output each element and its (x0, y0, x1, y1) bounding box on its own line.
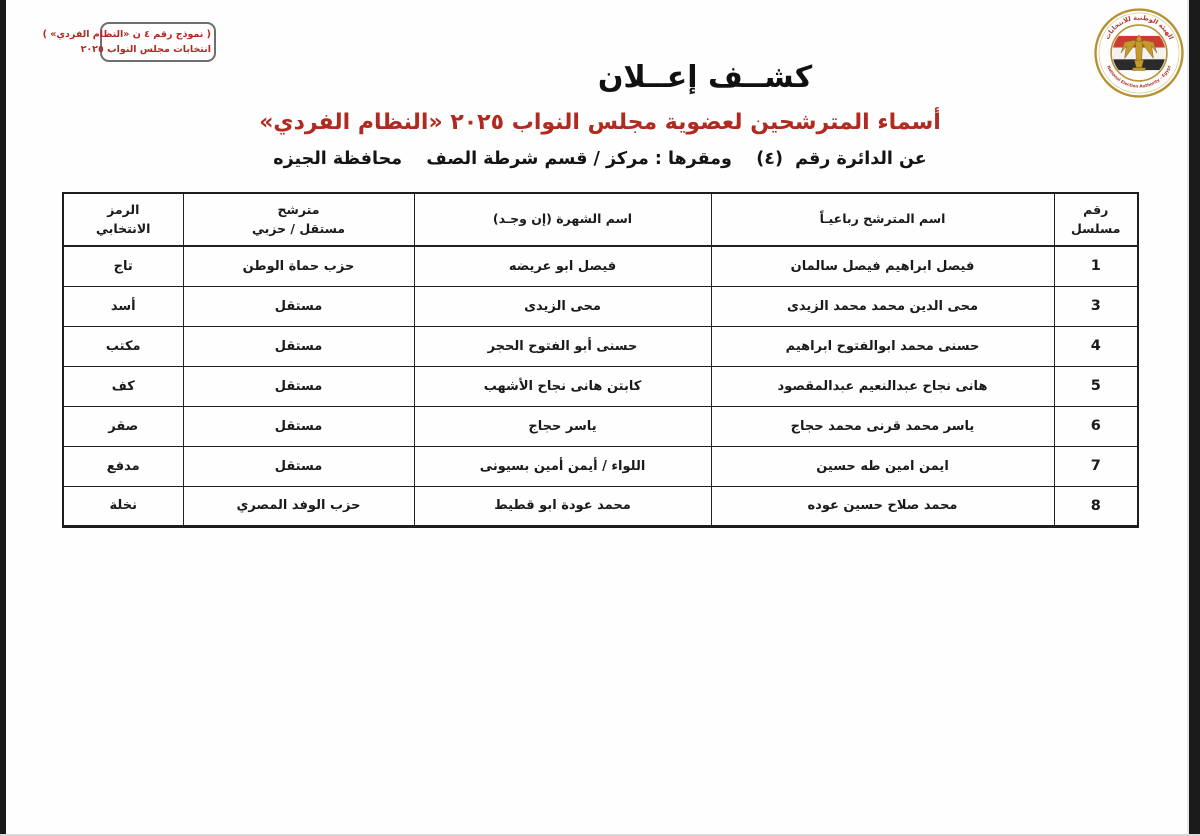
candidate-table-body: 1 فيصل ابراهيم فيصل سالمان فيصل ابو عريض… (62, 245, 1139, 527)
cell-affiliation: مستقل (182, 445, 415, 487)
district-line: عن الدائرة رقم (٤) ومقرها : مركز / قسم ش… (273, 149, 927, 169)
form-number-line1: ( نموذج رقم ٤ ن «النظام الفردي» ) (42, 29, 211, 40)
cell-known-name: حسنى أبو الفتوح الحجر (413, 325, 712, 367)
scan-edge-right (1187, 0, 1200, 836)
cell-candidate-full-name: ياسر محمد قرنى محمد حجاج (710, 405, 1055, 447)
header-electoral-symbol: الرمز الانتخابي (62, 192, 184, 247)
cell-serial-number: 3 (1053, 285, 1139, 327)
table-row: 5 هانى نجاح عبدالنعيم عبدالمقصود كابتن ه… (62, 365, 1139, 407)
cell-candidate-full-name: محمد صلاح حسين عوده (710, 485, 1055, 527)
page-title: كشــف إعــلان (597, 60, 813, 95)
table-header-row: رقم مسلسل اسم المترشح رباعيـاً اسم الشهر… (62, 192, 1139, 247)
cell-candidate-full-name: ايمن امين طه حسين (710, 445, 1055, 487)
cell-affiliation: مستقل (182, 285, 415, 327)
scan-edge-left (0, 0, 6, 836)
header-affiliation: مترشح مستقل / حزبي (182, 192, 415, 247)
table-row: 4 حسنى محمد ابوالفتوح ابراهيم حسنى أبو ا… (62, 325, 1139, 367)
cell-serial-number: 4 (1053, 325, 1139, 367)
cell-known-name: ياسر حجاج (413, 405, 712, 447)
table-row: 8 محمد صلاح حسين عوده محمد عودة ابو قطيط… (62, 485, 1139, 527)
cell-known-name: محى الزيدى (413, 285, 712, 327)
cell-affiliation: مستقل (182, 325, 415, 367)
seal-eagle-icon (1120, 34, 1158, 71)
cell-candidate-full-name: محى الدين محمد محمد الزيدى (710, 285, 1055, 327)
cell-electoral-symbol: أسد (62, 285, 184, 327)
table-row: 7 ايمن امين طه حسين اللواء / أيمن أمين ب… (62, 445, 1139, 487)
table-row: 1 فيصل ابراهيم فيصل سالمان فيصل ابو عريض… (62, 245, 1139, 287)
form-number-line2: انتخابات مجلس النواب ٢٠٢٥ (80, 43, 211, 55)
form-number-box: ( نموذج رقم ٤ ن «النظام الفردي» ) انتخاب… (42, 22, 216, 63)
page-subtitle: أسماء المترشحين لعضوية مجلس النواب ٢٠٢٥ … (259, 110, 941, 135)
table-row: 3 محى الدين محمد محمد الزيدى محى الزيدى … (62, 285, 1139, 327)
cell-electoral-symbol: صقر (62, 405, 184, 447)
cell-serial-number: 8 (1053, 485, 1139, 527)
cell-electoral-symbol: كف (62, 365, 184, 407)
cell-known-name: اللواء / أيمن أمين بسيونى (413, 445, 712, 487)
seal-flag-emblem (1112, 34, 1166, 71)
cell-serial-number: 6 (1053, 405, 1139, 447)
cell-serial-number: 1 (1053, 245, 1139, 287)
cell-known-name: كابتن هانى نجاح الأشهب (413, 365, 712, 407)
election-authority-seal-icon: الهيئة الوطنية للانتخابات National Elect… (1094, 8, 1184, 98)
cell-electoral-symbol: نخلة (62, 485, 184, 527)
scan-edge-bottom (0, 834, 1200, 836)
cell-electoral-symbol: مكتب (62, 325, 184, 367)
cell-electoral-symbol: تاج (62, 245, 184, 287)
cell-serial-number: 7 (1053, 445, 1139, 487)
cell-affiliation: حزب الوفد المصري (182, 485, 415, 527)
table-row: 6 ياسر محمد قرنى محمد حجاج ياسر حجاج مست… (62, 405, 1139, 447)
cell-candidate-full-name: حسنى محمد ابوالفتوح ابراهيم (710, 325, 1055, 367)
cell-candidate-full-name: هانى نجاح عبدالنعيم عبدالمقصود (710, 365, 1055, 407)
cell-electoral-symbol: مدفع (62, 445, 184, 487)
cell-serial-number: 5 (1053, 365, 1139, 407)
cell-candidate-full-name: فيصل ابراهيم فيصل سالمان (710, 245, 1055, 287)
header-known-name: اسم الشهرة (إن وجـد) (413, 192, 712, 247)
cell-affiliation: مستقل (182, 365, 415, 407)
cell-affiliation: مستقل (182, 405, 415, 447)
cell-affiliation: حزب حماة الوطن (182, 245, 415, 287)
cell-known-name: محمد عودة ابو قطيط (413, 485, 712, 527)
header-candidate-full-name: اسم المترشح رباعيـاً (710, 192, 1055, 247)
header-serial-number: رقم مسلسل (1053, 192, 1139, 247)
candidates-table: رقم مسلسل اسم المترشح رباعيـاً اسم الشهر… (62, 192, 1139, 528)
cell-known-name: فيصل ابو عريضه (413, 245, 712, 287)
